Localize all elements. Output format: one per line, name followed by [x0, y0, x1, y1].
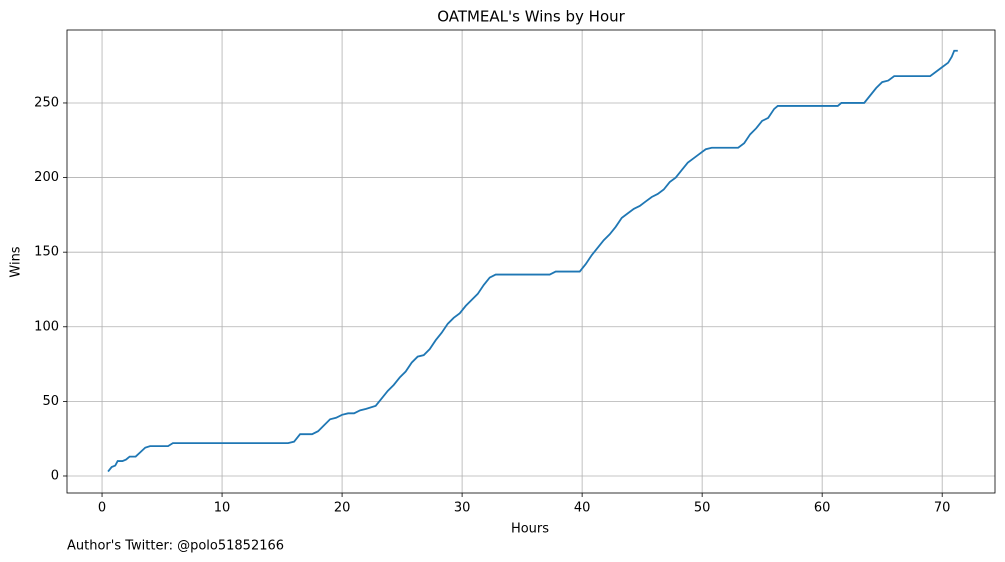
x-tick-label: 70	[934, 501, 951, 516]
y-tick-label: 50	[42, 394, 59, 409]
x-tick-label: 60	[814, 501, 831, 516]
plot-frame	[66, 29, 996, 494]
x-tick-label: 20	[334, 501, 351, 516]
y-tick-label: 250	[34, 95, 59, 110]
x-tick-label: 30	[454, 501, 471, 516]
y-tick-label: 200	[34, 170, 59, 185]
chart-title: OATMEAL's Wins by Hour	[437, 8, 625, 26]
y-tick-label: 150	[34, 245, 59, 260]
y-tick-label: 100	[34, 319, 59, 334]
x-tick-label: 0	[98, 501, 106, 516]
y-axis-label: Wins	[9, 246, 24, 277]
x-tick-label: 10	[214, 501, 231, 516]
data-line	[107, 49, 958, 473]
y-tick-label: 0	[51, 468, 59, 483]
x-axis-label: Hours	[511, 522, 549, 537]
x-tick-label: 40	[574, 501, 591, 516]
footnote: Author's Twitter: @polo51852166	[67, 539, 284, 554]
x-tick-label: 50	[694, 501, 711, 516]
